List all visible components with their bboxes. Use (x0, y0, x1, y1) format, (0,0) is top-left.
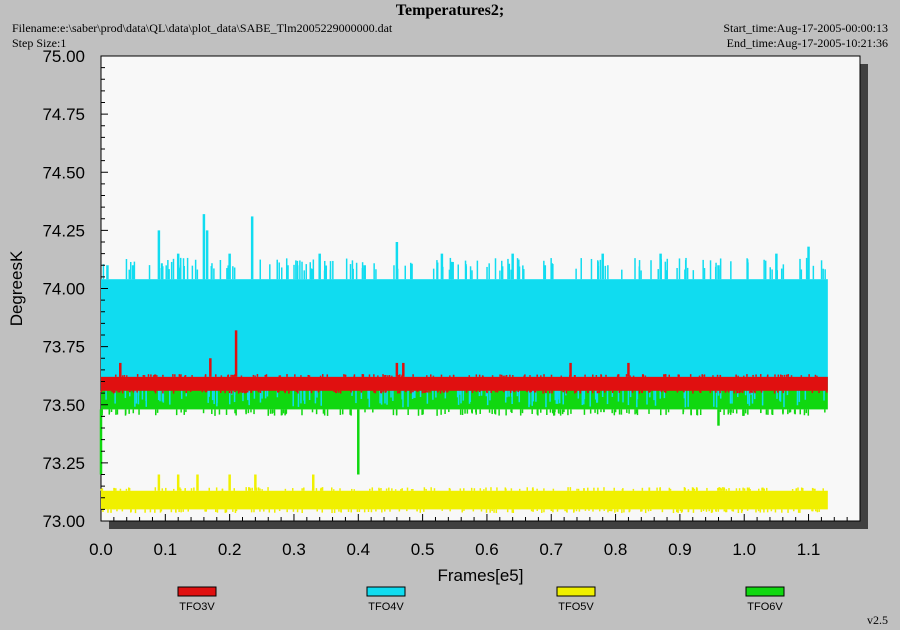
x-tick-label: 0.7 (539, 540, 563, 559)
step-size-label: Step Size:1 (12, 36, 67, 50)
y-axis-label: DegreesK (7, 250, 26, 326)
x-tick-label: 0.4 (346, 540, 370, 559)
version-label: v2.5 (867, 613, 888, 627)
legend-swatch-tfo5v (556, 586, 596, 597)
x-tick-label: 0.9 (668, 540, 692, 559)
end-time-label: End_time:Aug-17-2005-10:21:36 (726, 36, 888, 50)
y-tick-label: 74.00 (42, 280, 85, 299)
y-tick-label: 73.75 (42, 338, 85, 357)
legend-label-tfo5v: TFO5V (558, 601, 594, 613)
series-band (101, 279, 828, 387)
x-tick-label: 0.2 (218, 540, 242, 559)
start-time-label: Start_time:Aug-17-2005-00:00:13 (723, 21, 888, 35)
y-tick-label: 74.75 (42, 105, 85, 124)
x-tick-label: 0.5 (411, 540, 435, 559)
legend-label-tfo3v: TFO3V (179, 601, 215, 613)
x-tick-label: 1.1 (797, 540, 821, 559)
y-tick-label: 74.25 (42, 221, 85, 240)
legend-label-tfo4v: TFO4V (368, 601, 404, 613)
y-tick-label: 74.50 (42, 163, 85, 182)
y-tick-label: 75.00 (42, 47, 85, 66)
y-tick-label: 73.25 (42, 454, 85, 473)
series-tfo4v (101, 214, 828, 408)
chart-title: Temperatures2; (395, 2, 505, 19)
filename-label: Filename:e:\saber\prod\data\QL\data\plot… (12, 21, 393, 35)
x-tick-label: 1.0 (732, 540, 756, 559)
x-tick-label: 0.8 (604, 540, 628, 559)
x-axis-label: Frames[e5] (438, 566, 524, 585)
series-band (101, 490, 828, 510)
x-tick-label: 0.6 (475, 540, 499, 559)
x-tick-label: 0.3 (282, 540, 306, 559)
y-tick-label: 73.00 (42, 512, 85, 531)
legend-swatch-tfo4v (366, 586, 406, 597)
legend-swatch-tfo3v (177, 586, 217, 597)
x-tick-label: 0.1 (154, 540, 178, 559)
y-tick-label: 73.50 (42, 396, 85, 415)
x-tick-label: 0.0 (89, 540, 113, 559)
legend-swatch-tfo6v (745, 586, 785, 597)
series-tfo3v (100, 330, 828, 394)
series-band (101, 376, 828, 391)
legend-label-tfo6v: TFO6V (747, 601, 783, 613)
series-tfo5v (100, 474, 828, 514)
